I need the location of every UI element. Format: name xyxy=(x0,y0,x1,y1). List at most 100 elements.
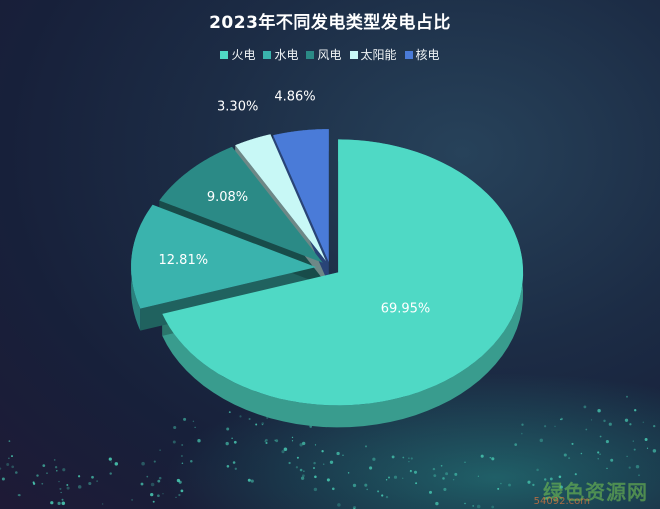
particle-dot xyxy=(313,467,315,469)
legend-swatch xyxy=(306,50,315,59)
particle-dot xyxy=(626,455,628,458)
particle-dot xyxy=(342,454,344,456)
particle-dot xyxy=(283,447,288,452)
legend-item[interactable]: 火电 xyxy=(220,46,255,63)
particle-dot xyxy=(402,477,404,479)
particle-dot xyxy=(150,492,154,497)
particle-dot xyxy=(322,463,325,465)
particle-dot xyxy=(172,440,176,444)
chart-legend: 火电 水电 风电 太阳能 核电 xyxy=(0,46,660,63)
particle-dot xyxy=(477,475,480,477)
particle-dot xyxy=(299,443,303,447)
legend-item[interactable]: 风电 xyxy=(306,46,342,63)
particle-dot xyxy=(385,495,389,499)
particle-dot xyxy=(314,444,317,446)
particle-dot xyxy=(336,451,340,456)
particle-dot xyxy=(544,425,547,428)
particle-dot xyxy=(11,465,15,469)
particle-dot xyxy=(464,461,466,464)
particle-dot xyxy=(321,450,324,453)
particle-dot xyxy=(114,462,119,466)
data-label: 12.81% xyxy=(159,253,209,268)
particle-dot xyxy=(296,456,299,459)
particle-dot xyxy=(585,428,588,431)
particle-dot xyxy=(464,502,466,505)
particle-dot xyxy=(140,482,144,486)
particle-dot xyxy=(150,482,155,487)
particle-dot xyxy=(381,494,384,497)
particle-dot xyxy=(337,503,341,507)
legend-swatch xyxy=(220,50,229,59)
particle-dot xyxy=(652,449,657,453)
particle-dot xyxy=(372,457,376,461)
data-label: 69.95% xyxy=(381,302,431,317)
pie-slice-火电[interactable] xyxy=(162,139,524,406)
particle-dot xyxy=(440,464,443,467)
particle-dot xyxy=(50,501,54,505)
particle-dot xyxy=(545,496,549,500)
particle-dot xyxy=(228,411,231,414)
particle-dot xyxy=(300,476,305,480)
particle-dot xyxy=(597,451,600,454)
particle-dot xyxy=(281,450,285,454)
particle-dot xyxy=(638,474,640,477)
particle-dot xyxy=(435,501,439,506)
particle-dot xyxy=(536,468,539,472)
particle-dot xyxy=(77,485,82,489)
particle-dot xyxy=(299,468,303,472)
legend-label: 水电 xyxy=(274,48,299,62)
legend-item[interactable]: 水电 xyxy=(263,46,298,63)
particle-dot xyxy=(261,424,263,426)
particle-dot xyxy=(232,461,236,464)
legend-item[interactable]: 太阳能 xyxy=(349,46,397,63)
particle-dot xyxy=(413,470,418,474)
pie-slices xyxy=(131,129,524,428)
particle-dot xyxy=(521,432,523,435)
particle-dot xyxy=(57,501,61,505)
pie-slice-核电[interactable] xyxy=(273,129,329,263)
particle-dot xyxy=(17,494,20,496)
legend-item[interactable]: 核电 xyxy=(404,46,440,63)
particle-dot xyxy=(508,483,511,487)
particle-dot xyxy=(605,440,609,444)
particle-dot xyxy=(109,472,112,475)
particle-dot xyxy=(313,461,316,465)
particle-dot xyxy=(158,476,162,480)
particle-dot xyxy=(8,457,10,459)
particle-dot xyxy=(96,480,98,482)
particle-dot xyxy=(302,474,305,478)
particle-dot xyxy=(644,438,648,441)
particle-dot xyxy=(197,439,201,443)
particle-dot xyxy=(181,462,184,465)
particle-dot xyxy=(326,478,330,482)
particle-dot xyxy=(369,466,373,470)
pie-slice-风电[interactable] xyxy=(159,146,323,263)
particle-dot xyxy=(180,489,184,493)
particle-dot xyxy=(583,405,587,409)
particle-dot xyxy=(6,463,10,466)
particle-dot xyxy=(560,418,562,421)
particle-dot xyxy=(646,447,649,449)
particle-dot xyxy=(433,474,437,478)
particle-dot xyxy=(131,498,134,501)
particle-dot xyxy=(452,479,455,481)
pie-slice-太阳能[interactable] xyxy=(235,134,326,262)
particle-dot xyxy=(597,408,601,413)
particle-dot xyxy=(91,475,94,479)
chart-title: 2023年不同发电类型发电占比 xyxy=(209,13,451,33)
pie-slice-水电[interactable] xyxy=(131,204,317,309)
particle-dot xyxy=(157,494,160,498)
particle-dot xyxy=(288,461,291,465)
particle-dot xyxy=(410,470,412,472)
particle-dot xyxy=(624,418,629,422)
background-particles xyxy=(0,395,657,509)
particle-dot xyxy=(36,474,39,477)
particle-dot xyxy=(429,490,432,494)
particle-dot xyxy=(590,419,593,421)
particle-dot xyxy=(194,426,196,428)
particle-dot xyxy=(539,438,544,443)
particle-dot xyxy=(377,490,380,493)
particle-dot xyxy=(571,442,574,445)
particle-dot xyxy=(175,496,177,499)
